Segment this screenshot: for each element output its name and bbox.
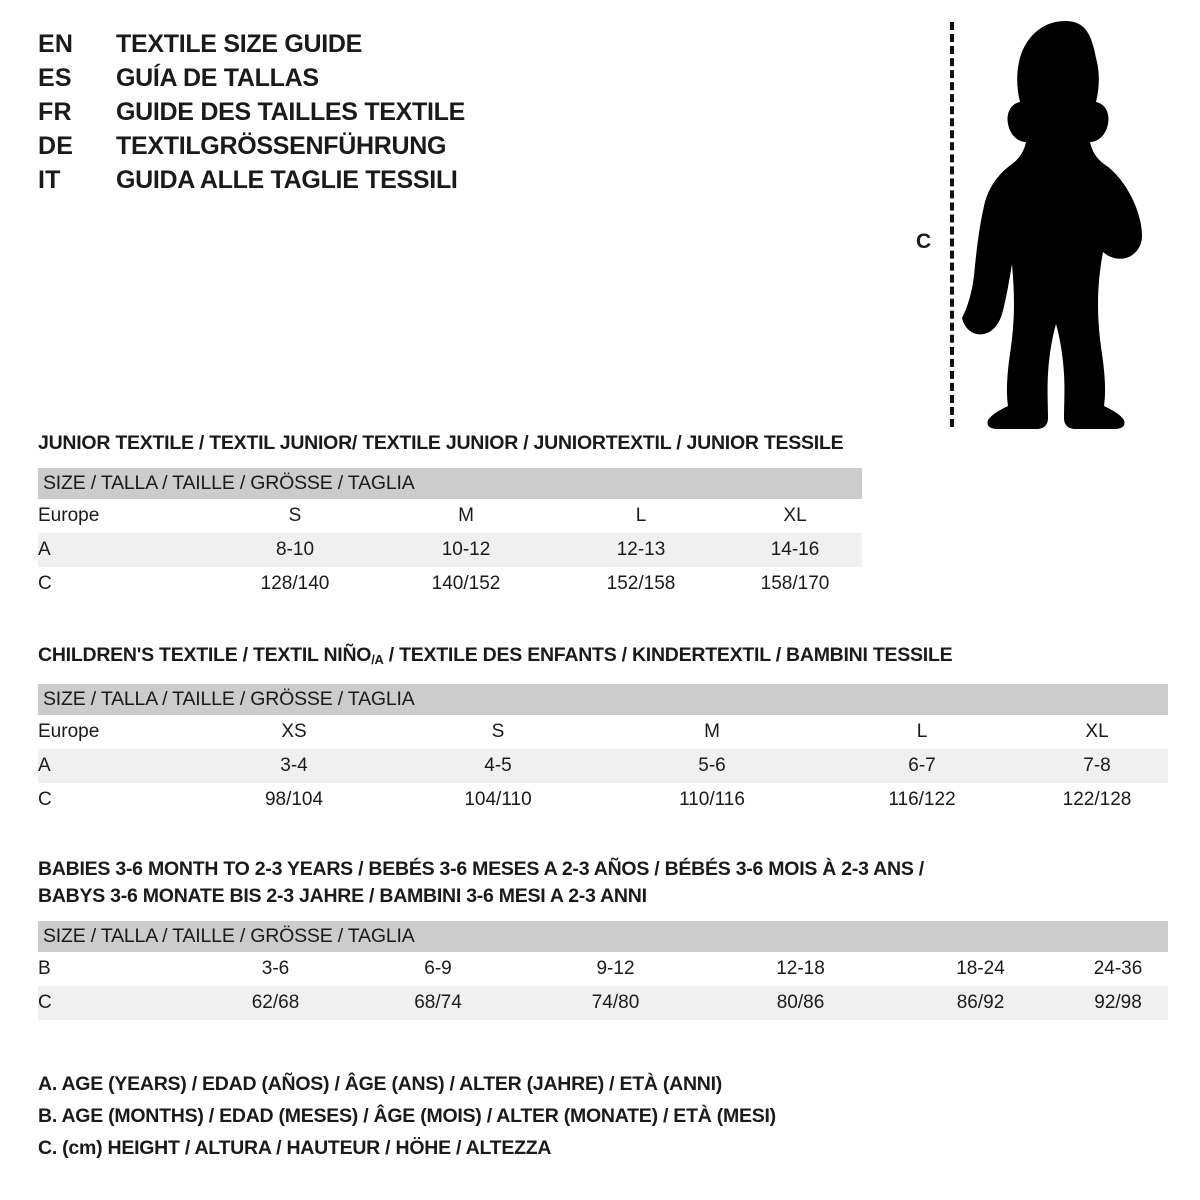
row-label: Europe xyxy=(38,499,212,533)
table-cell: 10-12 xyxy=(378,533,554,567)
row-label: C xyxy=(38,782,198,817)
children-size-table: SIZE / TALLA / TAILLE / GRÖSSE / TAGLIA … xyxy=(38,683,1169,817)
table-cell: 5-6 xyxy=(606,748,818,783)
legend-line-a: A. AGE (YEARS) / EDAD (AÑOS) / ÂGE (ANS)… xyxy=(38,1073,723,1095)
table-cell: 12-13 xyxy=(554,533,728,567)
row-label: A xyxy=(38,533,212,567)
table-cell: 6-9 xyxy=(353,952,523,986)
table-cell: 122/128 xyxy=(1026,782,1169,817)
row-label: A xyxy=(38,748,198,783)
row-label: C xyxy=(38,986,198,1020)
table-cell: 18-24 xyxy=(893,952,1068,986)
babies-section-heading-line2: BABYS 3-6 MONATE BIS 2-3 JAHRE / BAMBINI… xyxy=(38,885,647,907)
height-marker-label: C xyxy=(916,230,932,253)
height-dashed-line xyxy=(950,22,954,427)
junior-size-bar-label: SIZE / TALLA / TAILLE / GRÖSSE / TAGLIA xyxy=(38,468,863,499)
table-cell: 92/98 xyxy=(1068,986,1169,1020)
table-cell: 86/92 xyxy=(893,986,1068,1020)
children-table-bar-row: SIZE / TALLA / TAILLE / GRÖSSE / TAGLIA xyxy=(38,683,1169,715)
table-cell: 6-7 xyxy=(818,748,1026,783)
language-title: TEXTILE SIZE GUIDE xyxy=(116,30,363,58)
table-cell: 74/80 xyxy=(523,986,708,1020)
junior-size-table: SIZE / TALLA / TAILLE / GRÖSSE / TAGLIA … xyxy=(38,468,863,601)
table-cell: 152/158 xyxy=(554,567,728,601)
table-row: B 3-6 6-9 9-12 12-18 18-24 24-36 xyxy=(38,952,1169,986)
junior-textile-section: JUNIOR TEXTILE / TEXTIL JUNIOR/ TEXTILE … xyxy=(38,430,863,601)
table-row: C 98/104 104/110 110/116 116/122 122/128 xyxy=(38,782,1169,817)
language-row: FR GUIDE DES TAILLES TEXTILE xyxy=(38,98,558,132)
height-illustration: C xyxy=(900,12,1170,432)
language-title: TEXTILGRÖSSENFÜHRUNG xyxy=(116,132,447,160)
babies-size-table: SIZE / TALLA / TAILLE / GRÖSSE / TAGLIA … xyxy=(38,921,1169,1020)
language-title-block: EN TEXTILE SIZE GUIDE ES GUÍA DE TALLAS … xyxy=(38,30,558,200)
table-cell: 98/104 xyxy=(198,782,390,817)
junior-table-bar-row: SIZE / TALLA / TAILLE / GRÖSSE / TAGLIA xyxy=(38,468,863,499)
table-cell: 140/152 xyxy=(378,567,554,601)
language-code: ES xyxy=(38,64,72,92)
language-title: GUÍA DE TALLAS xyxy=(116,64,319,92)
table-cell: XS xyxy=(198,714,390,749)
table-cell: 62/68 xyxy=(198,986,353,1020)
table-cell: 110/116 xyxy=(606,782,818,817)
language-code: IT xyxy=(38,166,61,194)
children-size-bar-label: SIZE / TALLA / TAILLE / GRÖSSE / TAGLIA xyxy=(38,683,1169,715)
table-row: C 62/68 68/74 74/80 80/86 86/92 92/98 xyxy=(38,986,1169,1020)
language-title: GUIDE DES TAILLES TEXTILE xyxy=(116,98,466,126)
table-cell: 116/122 xyxy=(818,782,1026,817)
table-cell: 128/140 xyxy=(212,567,378,601)
table-row: Europe XS S M L XL xyxy=(38,714,1169,749)
table-cell: 68/74 xyxy=(353,986,523,1020)
table-cell: 9-12 xyxy=(523,952,708,986)
babies-textile-section: BABIES 3-6 MONTH TO 2-3 YEARS / BEBÉS 3-… xyxy=(38,856,1169,1020)
table-cell: 80/86 xyxy=(708,986,893,1020)
language-row: ES GUÍA DE TALLAS xyxy=(38,64,558,98)
table-cell: 7-8 xyxy=(1026,748,1169,783)
language-code: EN xyxy=(38,30,74,58)
table-cell: 3-4 xyxy=(198,748,390,783)
language-title: GUIDA ALLE TAGLIE TESSILI xyxy=(116,166,458,194)
table-row: C 128/140 140/152 152/158 158/170 xyxy=(38,567,863,601)
table-cell: S xyxy=(390,714,606,749)
language-row: IT GUIDA ALLE TAGLIE TESSILI xyxy=(38,166,558,200)
babies-table-bar-row: SIZE / TALLA / TAILLE / GRÖSSE / TAGLIA xyxy=(38,921,1169,952)
table-cell: S xyxy=(212,499,378,533)
table-cell: L xyxy=(554,499,728,533)
babies-size-bar-label: SIZE / TALLA / TAILLE / GRÖSSE / TAGLIA xyxy=(38,921,1169,952)
table-cell: XL xyxy=(728,499,863,533)
table-cell: M xyxy=(378,499,554,533)
table-cell: XL xyxy=(1026,714,1169,749)
table-row: A 8-10 10-12 12-13 14-16 xyxy=(38,533,863,567)
children-heading-subscript: /A xyxy=(371,651,384,667)
legend-line-c: C. (cm) HEIGHT / ALTURA / HAUTEUR / HÖHE… xyxy=(38,1137,552,1159)
table-cell: 8-10 xyxy=(212,533,378,567)
children-section-heading: CHILDREN'S TEXTILE / TEXTIL NIÑO/A / TEX… xyxy=(38,642,1168,673)
legend-line-b: B. AGE (MONTHS) / EDAD (MESES) / ÂGE (MO… xyxy=(38,1105,776,1127)
table-row: Europe S M L XL xyxy=(38,499,863,533)
language-row: EN TEXTILE SIZE GUIDE xyxy=(38,30,558,64)
table-cell: L xyxy=(818,714,1026,749)
children-heading-pre: CHILDREN'S TEXTILE / TEXTIL NIÑO xyxy=(38,644,372,666)
table-cell: M xyxy=(606,714,818,749)
table-cell: 4-5 xyxy=(390,748,606,783)
table-cell: 14-16 xyxy=(728,533,863,567)
row-label: C xyxy=(38,567,212,601)
toddler-silhouette-icon xyxy=(962,21,1142,429)
language-code: DE xyxy=(38,132,74,160)
row-label: B xyxy=(38,952,198,986)
table-row: A 3-4 4-5 5-6 6-7 7-8 xyxy=(38,748,1169,783)
language-code: FR xyxy=(38,98,72,126)
junior-section-heading: JUNIOR TEXTILE / TEXTIL JUNIOR/ TEXTILE … xyxy=(38,432,844,454)
babies-section-heading-line1: BABIES 3-6 MONTH TO 2-3 YEARS / BEBÉS 3-… xyxy=(38,858,924,880)
table-cell: 104/110 xyxy=(390,782,606,817)
measurement-legend: A. AGE (YEARS) / EDAD (AÑOS) / ÂGE (ANS)… xyxy=(38,1068,838,1164)
table-cell: 158/170 xyxy=(728,567,863,601)
table-cell: 3-6 xyxy=(198,952,353,986)
table-cell: 12-18 xyxy=(708,952,893,986)
children-textile-section: CHILDREN'S TEXTILE / TEXTIL NIÑO/A / TEX… xyxy=(38,642,1169,817)
row-label: Europe xyxy=(38,714,198,749)
table-cell: 24-36 xyxy=(1068,952,1169,986)
children-heading-post: / TEXTILE DES ENFANTS / KINDERTEXTIL / B… xyxy=(383,644,953,666)
language-row: DE TEXTILGRÖSSENFÜHRUNG xyxy=(38,132,558,166)
